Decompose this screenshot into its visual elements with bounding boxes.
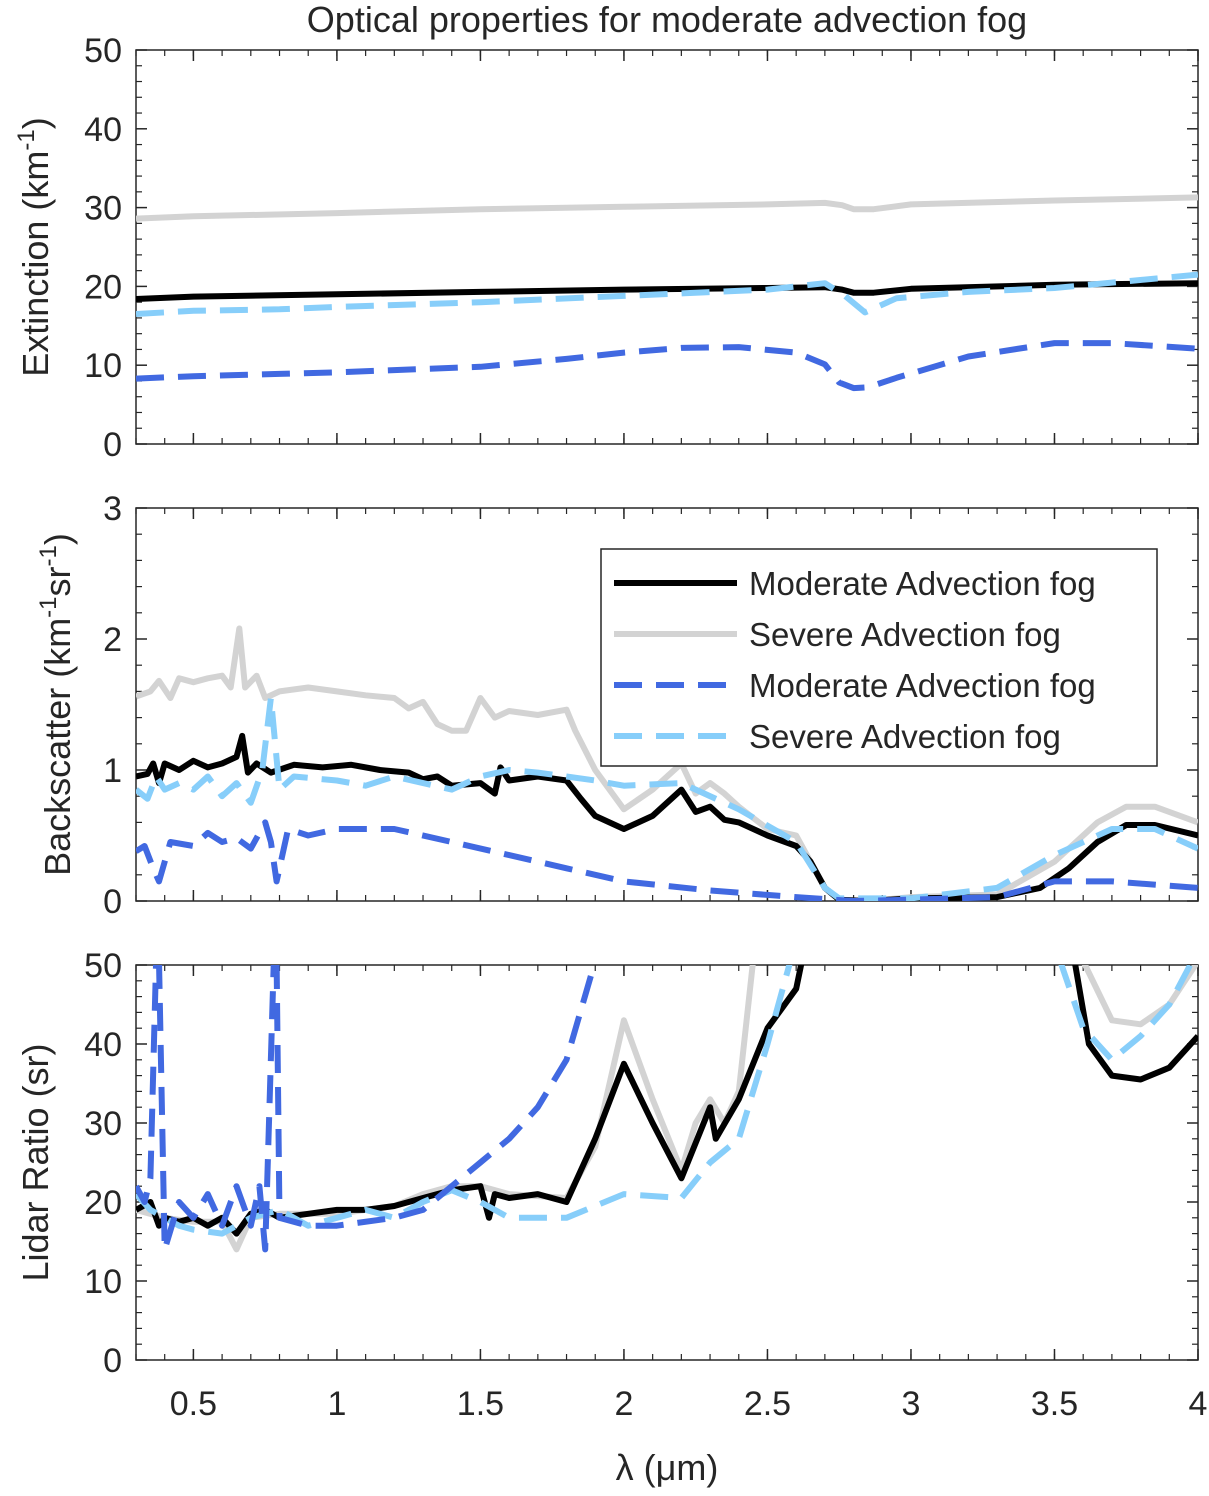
y-tick-label: 30 (84, 190, 122, 228)
y-tick-label: 50 (84, 32, 122, 70)
plot-frame (135, 49, 1199, 445)
legend: Moderate Advection fog Severe Advection f… (600, 548, 1158, 767)
x-axis-label: λ (μm) (616, 1447, 719, 1488)
series-line (136, 965, 159, 1205)
legend-label: Severe Advection fog (749, 616, 1061, 653)
y-tick-label: 30 (84, 1105, 122, 1143)
x-tick-label: 2 (614, 1385, 633, 1423)
series-line (136, 965, 805, 1237)
series-line (136, 340, 1198, 392)
series-line (1072, 965, 1198, 1083)
series-line (136, 695, 1198, 901)
series-line (273, 965, 598, 1229)
legend-box (600, 548, 1158, 767)
x-tick-label: 2.5 (744, 1385, 791, 1423)
x-tick-label: 3 (902, 1385, 921, 1423)
series-line (1058, 965, 1194, 1063)
x-tick-label: 3.5 (1031, 1385, 1078, 1423)
y-tick-label: 3 (103, 490, 122, 528)
legend-label: Severe Advection fog (749, 718, 1061, 755)
lidar-ratio-y-axis-label: Lidar Ratio (sr) (15, 1043, 56, 1281)
y-tick-label: 20 (84, 1184, 122, 1222)
legend-label: Moderate Advection fog (749, 667, 1096, 704)
x-tick-label: 4 (1189, 1385, 1208, 1423)
y-tick-label: 50 (84, 947, 122, 985)
y-tick-label: 40 (84, 1026, 122, 1064)
series-line (156, 965, 277, 1253)
extinction-y-axis-label: Extinction (km-1) (13, 117, 56, 376)
backscatter-y-axis-label: Backscatter (km-1sr-1) (35, 533, 78, 876)
series-line (136, 194, 1198, 222)
lidar-ratio-panel: 0 10 20 30 40 50 0.5 1 1.5 2 2.5 3 3.5 4 Lidar Ratio (… (15, 947, 1207, 1423)
y-tick-label: 2 (103, 621, 122, 659)
y-tick-label: 40 (84, 111, 122, 149)
y-tick-label: 0 (103, 1342, 122, 1380)
series-line (136, 280, 1198, 302)
extinction-panel: 0 10 20 30 40 50 Extinction (km-1) (13, 32, 1199, 464)
y-tick-label: 20 (84, 268, 122, 306)
series-line (136, 271, 1198, 317)
figure-title: Optical properties for moderate advectio… (307, 0, 1027, 40)
y-tick-label: 1 (103, 752, 122, 790)
x-tick-label: 1.5 (457, 1385, 504, 1423)
series-line (136, 965, 793, 1237)
plot-frame (135, 964, 1199, 1361)
series-line (136, 819, 1198, 901)
legend-label: Moderate Advection fog (749, 565, 1096, 602)
y-tick-label: 0 (103, 426, 122, 464)
y-tick-label: 10 (84, 1263, 122, 1301)
x-tick-label: 0.5 (170, 1385, 217, 1423)
y-tick-label: 0 (103, 883, 122, 921)
x-tick-label: 1 (327, 1385, 346, 1423)
y-tick-label: 10 (84, 347, 122, 385)
